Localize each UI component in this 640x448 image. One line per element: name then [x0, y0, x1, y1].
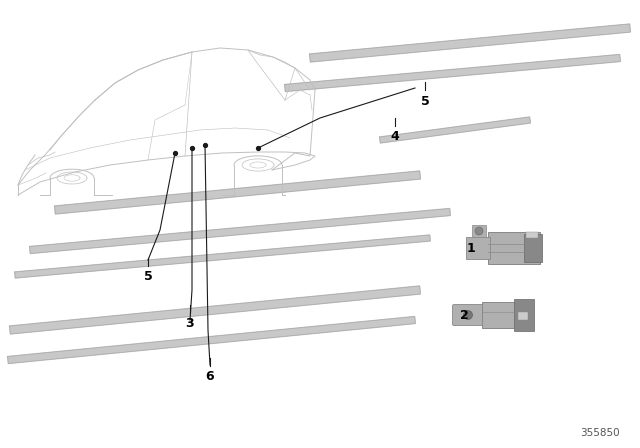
Polygon shape	[54, 171, 420, 214]
FancyBboxPatch shape	[452, 305, 483, 326]
Text: 5: 5	[420, 95, 429, 108]
Text: 4: 4	[390, 130, 399, 143]
Polygon shape	[15, 235, 430, 278]
FancyBboxPatch shape	[518, 312, 528, 320]
FancyBboxPatch shape	[524, 234, 542, 262]
Polygon shape	[380, 117, 531, 143]
FancyBboxPatch shape	[488, 232, 540, 264]
Polygon shape	[29, 208, 451, 254]
Polygon shape	[10, 286, 420, 334]
Polygon shape	[310, 24, 630, 62]
Circle shape	[463, 310, 472, 319]
Text: 355850: 355850	[580, 428, 620, 438]
Text: 2: 2	[460, 309, 469, 322]
FancyBboxPatch shape	[514, 299, 534, 331]
FancyBboxPatch shape	[466, 237, 490, 259]
Polygon shape	[8, 317, 415, 363]
FancyBboxPatch shape	[472, 225, 486, 237]
Text: 5: 5	[143, 270, 152, 283]
Polygon shape	[285, 55, 620, 91]
Text: 6: 6	[205, 370, 214, 383]
Circle shape	[475, 227, 483, 235]
Text: 3: 3	[186, 317, 195, 330]
Text: 1: 1	[467, 241, 475, 254]
FancyBboxPatch shape	[526, 232, 538, 238]
FancyBboxPatch shape	[482, 302, 527, 328]
